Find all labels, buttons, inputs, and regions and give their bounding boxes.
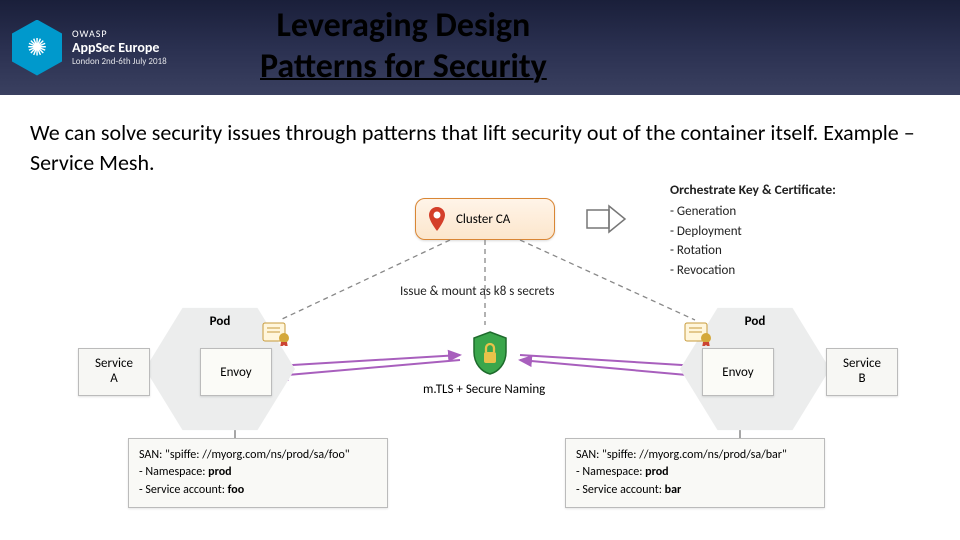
ca-pin-icon <box>426 205 448 233</box>
orchestrate-list: Orchestrate Key & Certificate: - Generat… <box>670 180 920 280</box>
title-line-2: Patterns for Security <box>260 46 547 87</box>
service-a-label: Service A <box>95 357 133 387</box>
service-mesh-diagram: Orchestrate Key & Certificate: - Generat… <box>30 180 930 530</box>
envoy-left-box: Envoy <box>200 348 272 396</box>
orch-item: - Deployment <box>670 222 920 242</box>
cert-right-icon <box>684 320 714 346</box>
san-b-l3: - Service account: bar <box>576 482 814 499</box>
envoy-right-box: Envoy <box>702 348 774 396</box>
mtls-label: m.TLS + Secure Naming <box>423 382 545 397</box>
event-text: OWASP AppSec Europe London 2nd-6th July … <box>72 28 167 68</box>
san-b-l1: SAN: "spiffe: //myorg.com/ns/prod/sa/bar… <box>576 447 814 464</box>
cert-left-icon <box>262 320 292 346</box>
san-a-l3: - Service account: foo <box>139 482 377 499</box>
title-line-1: Leveraging Design <box>277 5 531 46</box>
service-a-box: Service A <box>78 348 150 396</box>
san-box-b: SAN: "spiffe: //myorg.com/ns/prod/sa/bar… <box>565 438 825 508</box>
event-date: London 2nd-6th July 2018 <box>72 57 167 68</box>
event-name: AppSec Europe <box>72 40 167 57</box>
header-bar: OWASP AppSec Europe London 2nd-6th July … <box>0 0 960 95</box>
san-box-a: SAN: "spiffe: //myorg.com/ns/prod/sa/foo… <box>128 438 388 508</box>
slide-title: Leveraging Design Patterns for Security <box>260 6 547 88</box>
pod-label: Pod <box>745 314 766 329</box>
san-a-l2: - Namespace: prod <box>139 464 377 481</box>
san-a-l1: SAN: "spiffe: //myorg.com/ns/prod/sa/foo… <box>139 447 377 464</box>
service-b-box: Service B <box>826 348 898 396</box>
san-b-l2: - Namespace: prod <box>576 464 814 481</box>
org-label: OWASP <box>72 28 167 40</box>
orch-item: - Rotation <box>670 241 920 261</box>
cluster-ca-box: Cluster CA <box>415 198 555 240</box>
owasp-logo-icon <box>12 20 62 76</box>
orch-item: - Generation <box>670 202 920 222</box>
issue-label: Issue & mount as k8 s secrets <box>400 284 555 299</box>
arrow-to-orchestrate-icon <box>585 202 629 236</box>
shield-lock-icon <box>470 330 510 376</box>
pod-label: Pod <box>210 314 231 329</box>
envoy-label: Envoy <box>220 365 251 380</box>
cluster-ca-label: Cluster CA <box>456 212 510 227</box>
orchestrate-heading: Orchestrate Key & Certificate: <box>670 180 920 200</box>
orch-item: - Revocation <box>670 261 920 281</box>
service-b-label: Service B <box>843 357 881 387</box>
body-paragraph: We can solve security issues through pat… <box>30 118 930 177</box>
envoy-label: Envoy <box>722 365 753 380</box>
